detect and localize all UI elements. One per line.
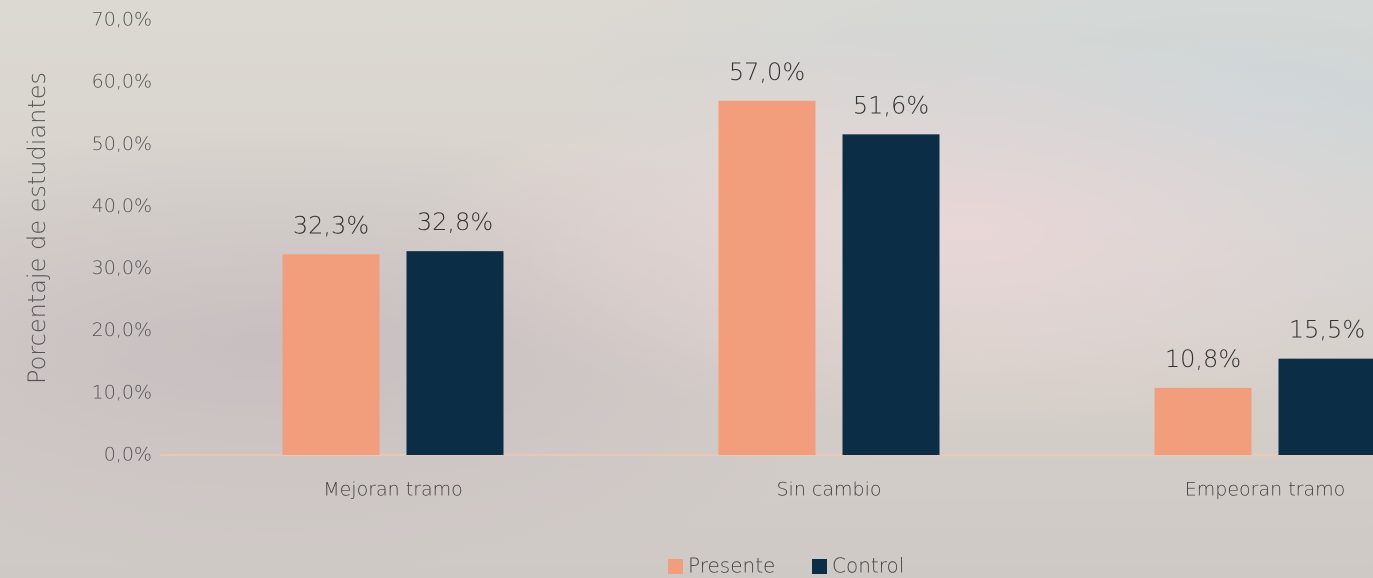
legend-swatch <box>812 559 827 574</box>
legend-label: Control <box>832 554 904 578</box>
y-tick-label: 20,0% <box>92 319 152 341</box>
value-label: 10,8% <box>1165 345 1241 373</box>
x-tick-label: Sin cambio <box>777 479 882 501</box>
bar <box>842 134 940 456</box>
bar <box>718 100 816 456</box>
bar <box>406 251 504 455</box>
value-label: 51,6% <box>853 91 929 119</box>
y-tick-label: 10,0% <box>92 381 152 403</box>
y-tick-label: 40,0% <box>92 195 152 217</box>
value-label: 57,0% <box>729 58 805 86</box>
y-tick-label: 70,0% <box>92 9 152 31</box>
value-label: 32,3% <box>293 211 369 239</box>
value-label: 32,8% <box>417 208 493 236</box>
bar <box>282 254 380 455</box>
y-tick-label: 50,0% <box>92 133 152 155</box>
bar <box>1154 387 1252 455</box>
legend-label: Presente <box>688 554 775 578</box>
y-tick-label: 60,0% <box>92 71 152 93</box>
y-tick-label: 0,0% <box>104 444 152 466</box>
value-label: 15,5% <box>1289 316 1365 344</box>
legend-swatch <box>668 559 683 574</box>
x-tick-label: Empeoran tramo <box>1185 479 1345 501</box>
y-tick-label: 30,0% <box>92 257 152 279</box>
bar <box>1278 358 1373 455</box>
y-axis-label: Porcentaje de estudiantes <box>23 72 51 384</box>
x-tick-label: Mejoran tramo <box>323 479 463 501</box>
